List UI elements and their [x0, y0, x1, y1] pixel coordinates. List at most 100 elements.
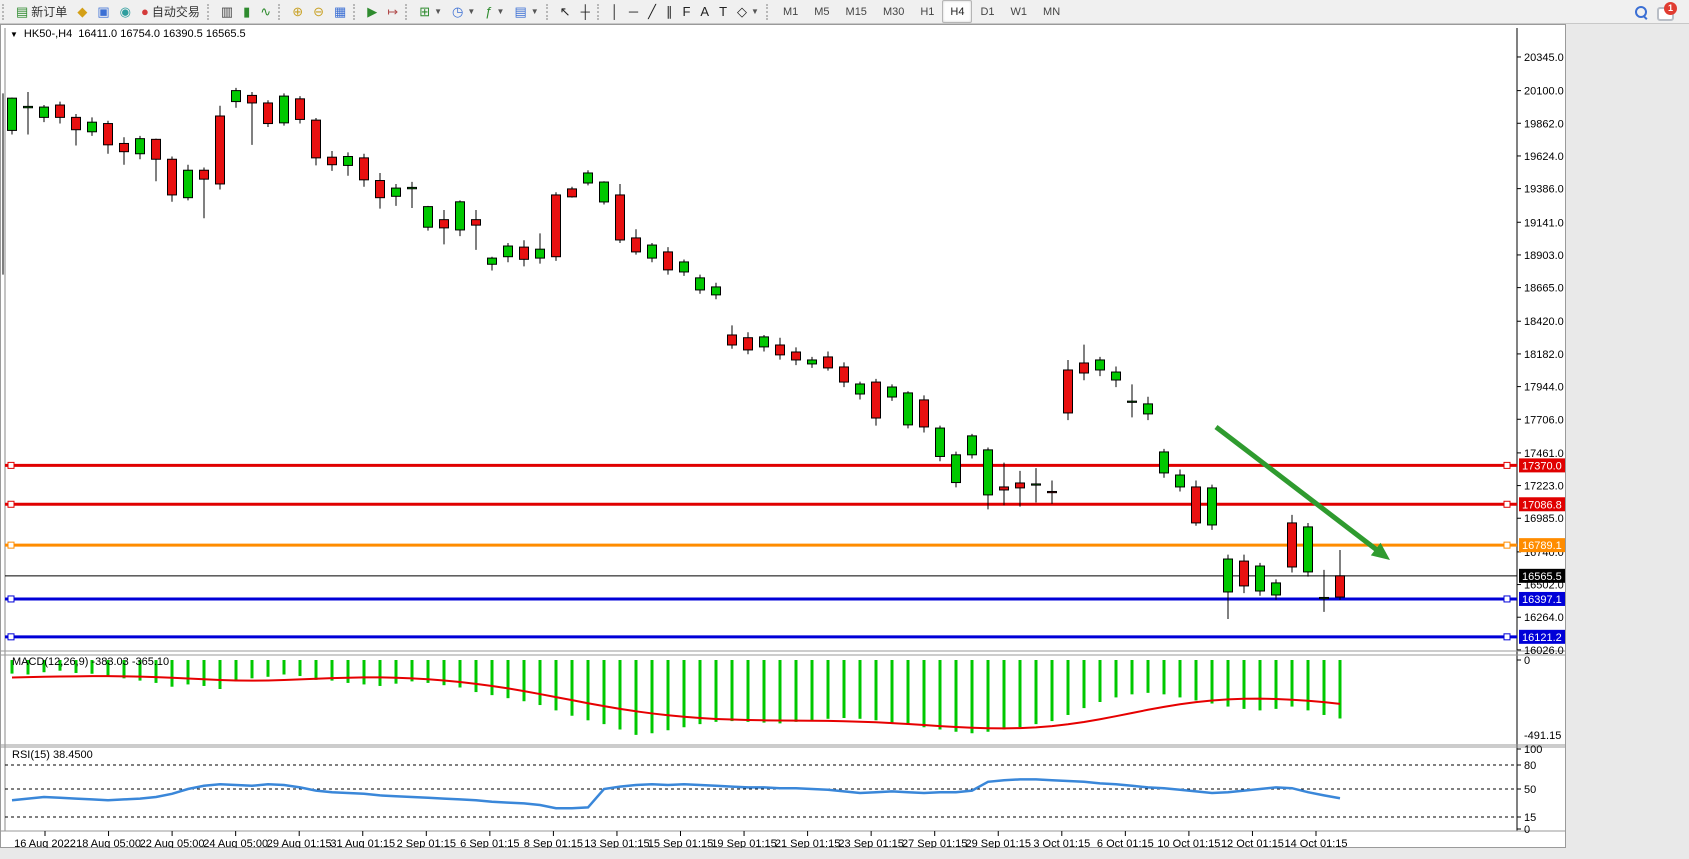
label-icon: T	[719, 4, 728, 19]
date-tick-label: 12 Oct 01:15	[1221, 838, 1284, 848]
line-anchor-square[interactable]	[7, 541, 15, 549]
candle-body	[1047, 490, 1057, 494]
candle-body	[1287, 522, 1297, 568]
indicators-icon[interactable]: ƒ ▼	[480, 0, 509, 23]
date-tick-label: 2 Sep 01:15	[397, 838, 456, 848]
candle-body	[87, 121, 97, 133]
date-tick-label: 29 Sep 01:15	[966, 838, 1031, 848]
candle-body	[311, 119, 321, 159]
price-tick-label: 17706.0	[1524, 414, 1564, 426]
line-anchor-square[interactable]	[1503, 595, 1511, 603]
auto-scroll-icon[interactable]: ↦	[382, 0, 403, 23]
chart-window[interactable]	[0, 24, 1566, 848]
vertical-line-icon[interactable]: │	[606, 0, 624, 23]
candle-body	[407, 186, 417, 190]
line-anchor-square[interactable]	[7, 461, 15, 469]
line-anchor-square[interactable]	[7, 500, 15, 508]
line-anchor-square[interactable]	[7, 633, 15, 641]
terminal-icon[interactable]: ▣	[92, 0, 114, 23]
zoom-out-icon[interactable]: ⊖	[308, 0, 329, 23]
crosshair-icon: ┼	[580, 4, 590, 19]
price-line-badge	[1519, 538, 1565, 553]
timeframe-button-m1[interactable]: M1	[782, 5, 799, 18]
line-anchor-square[interactable]	[7, 595, 15, 603]
crosshair-icon[interactable]: ┼	[576, 0, 595, 23]
candle-body	[391, 187, 401, 197]
channel-icon[interactable]: ∥	[661, 0, 678, 23]
chart-shift-icon[interactable]: ▶	[362, 0, 382, 23]
date-tick-label: 16 Aug 2022	[14, 838, 76, 848]
price-tick-label: 20100.0	[1524, 86, 1564, 98]
notification-badge: 1	[1664, 1, 1677, 15]
candle-body	[1255, 565, 1265, 592]
price-line-badge	[1519, 568, 1565, 583]
timeframe-button-m30[interactable]: M30	[882, 5, 905, 18]
line-anchor-square[interactable]	[1503, 633, 1511, 641]
new-chart-icon[interactable]: ⊞ ▼	[414, 0, 447, 23]
bar-chart-icon[interactable]: ▥	[216, 0, 238, 23]
navigator-icon: ◉	[119, 4, 131, 19]
toolbar-grip	[206, 3, 214, 20]
line-anchor-square[interactable]	[1503, 500, 1511, 508]
rsi-axis-label: 15	[1524, 812, 1536, 824]
zoom-in-icon[interactable]: ⊕	[287, 0, 308, 23]
candle-body	[743, 337, 753, 351]
chevron-down-icon[interactable]: ▼	[496, 7, 505, 16]
candle-body	[231, 90, 241, 103]
line-anchor-square[interactable]	[1503, 541, 1511, 549]
tile-windows-icon[interactable]: ▦	[329, 0, 351, 23]
text-icon[interactable]: A	[695, 0, 714, 23]
period-clock-icon[interactable]: ◷ ▼	[447, 0, 480, 23]
arrows-icon[interactable]: ◇ ▼	[732, 0, 764, 23]
line-chart-icon[interactable]: ∿	[255, 0, 276, 23]
date-tick-label: 31 Aug 01:15	[330, 838, 395, 848]
search-icon[interactable]	[1635, 5, 1648, 20]
new-order-icon: ▤	[16, 4, 29, 19]
chevron-down-icon[interactable]: ▼	[530, 7, 539, 16]
timeframe-button-w1[interactable]: W1	[1010, 5, 1028, 18]
timeframe-button-h1[interactable]: H1	[920, 5, 935, 18]
new-chart-icon: ⊞	[419, 4, 431, 19]
new-order-button-label: 新订单	[31, 5, 68, 19]
rsi-axis-label: 0	[1524, 824, 1530, 836]
candle-body	[967, 435, 977, 456]
fibonacci-icon[interactable]: F	[677, 0, 695, 23]
navigator-icon[interactable]: ◉	[115, 0, 136, 23]
autotrading-button[interactable]: ● 自动交易	[136, 0, 205, 23]
price-tick-label: 18182.0	[1524, 349, 1564, 361]
candle-body	[343, 155, 353, 166]
candle-body	[551, 194, 561, 258]
chart-canvas[interactable]: 20345.0 20100.0 19862.0 19624.0 19386.0 19141…	[0, 24, 1566, 848]
auto-scroll-icon: ↦	[387, 4, 399, 19]
horizontal-line-icon[interactable]: ─	[624, 0, 643, 23]
chevron-down-icon[interactable]: ▼	[751, 7, 759, 16]
candlestick-chart-icon[interactable]: ▮	[238, 0, 255, 23]
timeframe-button-mn[interactable]: MN	[1043, 5, 1061, 18]
chevron-down-icon[interactable]: ▼	[467, 7, 476, 16]
candle-body	[711, 286, 721, 296]
timeframe-button-d1[interactable]: D1	[980, 5, 995, 18]
price-tick-label: 19862.0	[1524, 118, 1564, 130]
new-order-button[interactable]: ▤ 新订单	[11, 0, 72, 23]
timeframe-button-m15[interactable]: M15	[845, 5, 867, 18]
rsi-label: RSI(15) 38.4500	[12, 749, 93, 761]
label-icon[interactable]: T	[714, 0, 732, 23]
chevron-down-icon[interactable]: ▼	[434, 7, 443, 16]
templates-icon[interactable]: ▤ ▼	[509, 0, 543, 23]
symbols-icon[interactable]: ◆	[72, 0, 92, 23]
candle-body	[23, 105, 33, 109]
candle-body	[359, 157, 369, 181]
cursor-icon[interactable]: ↖	[555, 0, 576, 23]
trend-arrow[interactable]	[1214, 425, 1382, 555]
timeframe-button-m5[interactable]: M5	[814, 5, 830, 18]
date-tick-label: 23 Sep 01:15	[838, 838, 903, 848]
line-anchor-square[interactable]	[1503, 461, 1511, 469]
timeframe-button-h4[interactable]: H4	[942, 0, 973, 23]
notifications-icon[interactable]: 1	[1657, 1, 1677, 21]
collapse-triangle-icon[interactable]: ▼	[10, 29, 18, 39]
candle-body	[167, 158, 177, 196]
candle-body	[663, 251, 673, 271]
trendline-icon[interactable]: ╱	[643, 0, 661, 23]
candle-body	[1239, 560, 1249, 587]
bar-chart-icon: ▥	[220, 4, 234, 19]
